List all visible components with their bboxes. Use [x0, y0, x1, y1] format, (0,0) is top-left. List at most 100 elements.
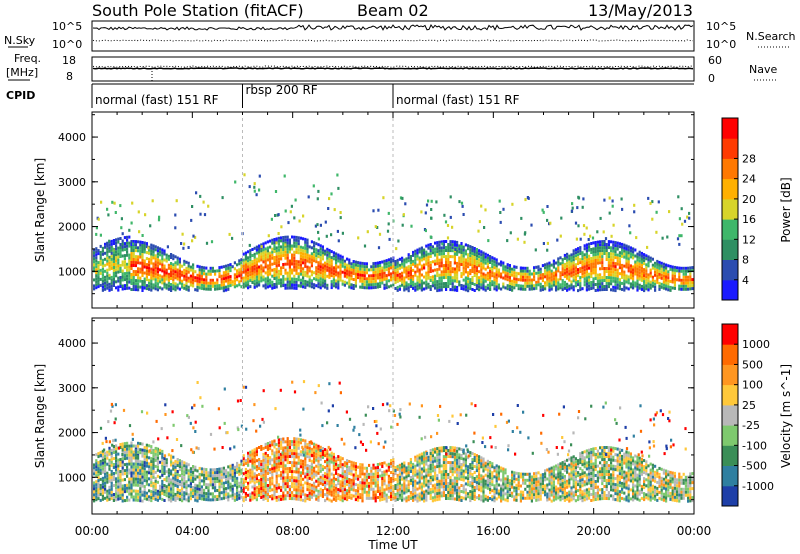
data-cell: [196, 273, 199, 277]
data-cell: [680, 278, 683, 282]
data-cell: [297, 248, 300, 252]
data-cell: [667, 279, 670, 283]
data-cell: [451, 270, 454, 274]
data-cell: [335, 468, 338, 472]
data-cell: [442, 255, 445, 259]
data-cell: [656, 274, 659, 278]
data-cell: [106, 244, 109, 248]
data-cell: [192, 474, 195, 477]
data-cell: [436, 280, 439, 284]
data-cell: [280, 452, 283, 456]
data-cell: [286, 491, 289, 495]
data-cell: [493, 263, 496, 267]
data-cell: [275, 471, 278, 475]
data-cell: [286, 443, 289, 447]
data-cell: [612, 285, 615, 289]
data-cell: [666, 235, 669, 239]
data-cell: [143, 244, 146, 248]
data-cell: [346, 471, 349, 475]
data-cell: [176, 476, 179, 479]
data-cell: [361, 481, 364, 485]
data-cell: [297, 476, 300, 480]
data-cell: [634, 260, 637, 264]
data-cell: [308, 452, 311, 456]
data-cell: [443, 213, 446, 217]
data-cell: [623, 246, 626, 250]
data-cell: [363, 472, 366, 476]
data-cell: [126, 250, 129, 254]
data-cell: [354, 275, 357, 279]
data-cell: [203, 278, 206, 282]
data-cell: [115, 241, 118, 245]
data-cell: [255, 498, 258, 502]
data-cell: [566, 255, 569, 259]
data-cell: [616, 271, 619, 275]
data-cell: [616, 283, 619, 287]
data-cell: [150, 276, 153, 280]
data-cell: [139, 261, 142, 265]
data-cell: [354, 284, 357, 288]
data-cell: [220, 476, 223, 480]
data-cell: [154, 284, 157, 288]
data-cell: [170, 469, 173, 473]
data-cell: [405, 281, 408, 285]
data-cell: [108, 461, 111, 465]
data-cell: [403, 288, 406, 292]
data-cell: [106, 456, 109, 460]
data-cell: [341, 270, 344, 274]
data-cell: [592, 265, 595, 269]
data-cell: [374, 267, 377, 271]
data-cell: [317, 285, 320, 289]
data-cell: [143, 250, 146, 254]
data-cell: [317, 468, 320, 472]
data-cell: [647, 196, 650, 200]
data-cell: [590, 263, 593, 266]
data-cell: [451, 225, 454, 229]
data-cell: [315, 272, 318, 276]
data-cell: [198, 277, 201, 281]
data-cell: [328, 269, 331, 273]
station-title: South Pole Station (fitACF): [92, 1, 304, 20]
data-cell: [425, 277, 428, 281]
data-cell: [145, 278, 148, 282]
data-cell: [423, 263, 426, 267]
data-cell: [104, 469, 107, 473]
data-cell: [172, 494, 175, 498]
data-cell: [185, 462, 188, 466]
data-cell: [264, 472, 267, 476]
nsky-tick-top-left: 10^5: [52, 20, 82, 33]
data-cell: [255, 447, 258, 451]
data-cell: [271, 274, 274, 278]
data-cell: [288, 238, 291, 242]
data-cell: [467, 283, 470, 287]
data-cell: [337, 286, 340, 290]
data-cell: [684, 266, 687, 270]
data-cell: [286, 283, 289, 287]
data-cell: [436, 247, 439, 251]
data-cell: [253, 487, 256, 491]
data-cell: [530, 223, 533, 227]
data-cell: [255, 486, 258, 490]
data-cell: [308, 497, 311, 501]
data-cell: [328, 248, 331, 252]
data-cell: [185, 483, 188, 487]
data-cell: [350, 271, 353, 275]
data-cell: [577, 289, 580, 293]
data-cell: [249, 276, 252, 280]
data-cell: [317, 255, 320, 259]
data-cell: [625, 247, 628, 251]
data-cell: [416, 257, 419, 261]
data-cell: [392, 283, 395, 287]
data-cell: [319, 259, 322, 263]
data-cell: [132, 242, 135, 246]
data-cell: [172, 266, 175, 270]
data-cell: [321, 281, 324, 285]
data-cell: [163, 276, 166, 280]
data-cell: [148, 477, 151, 481]
data-cell: [456, 243, 459, 247]
data-cell: [97, 461, 100, 465]
data-cell: [348, 267, 351, 271]
data-cell: [627, 260, 630, 264]
data-cell: [471, 255, 474, 258]
data-cell: [335, 477, 338, 481]
